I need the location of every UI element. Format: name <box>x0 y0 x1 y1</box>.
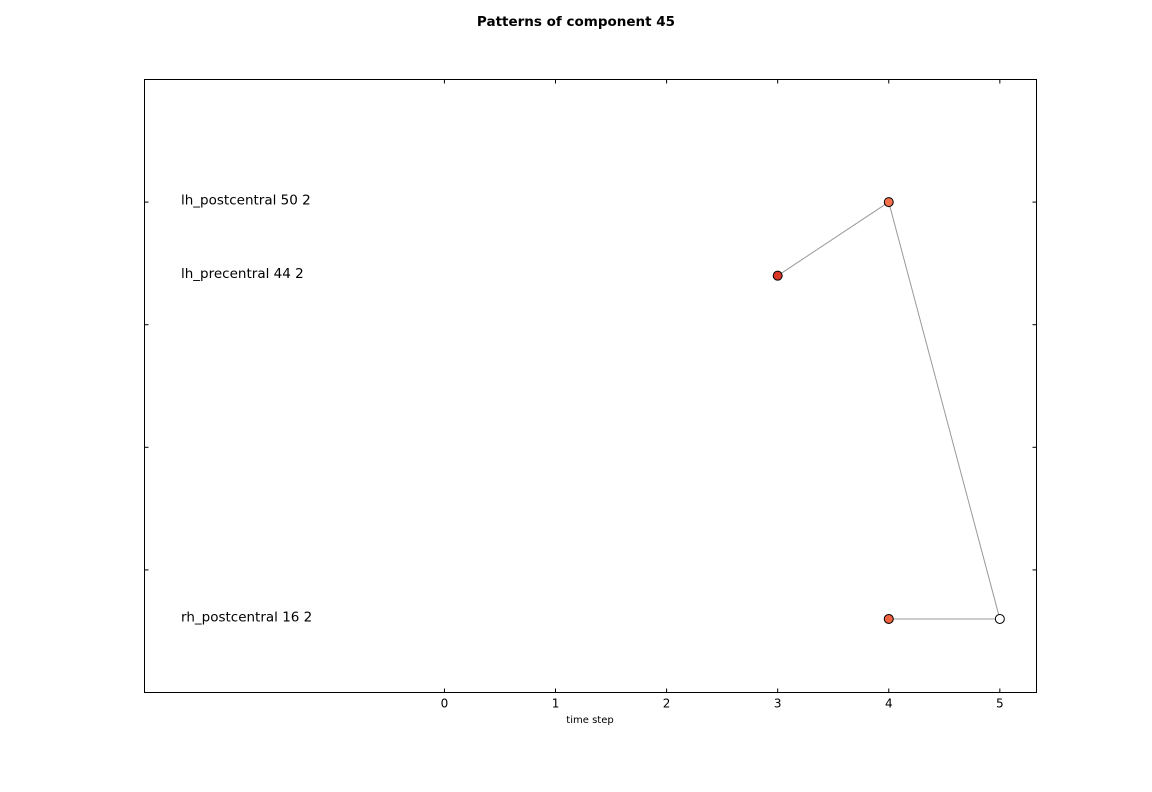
x-tick-label: 3 <box>774 697 782 711</box>
connector-line <box>888 201 1001 620</box>
x-tick-label: 0 <box>441 697 449 711</box>
row-label: rh_postcentral 16 2 <box>181 609 312 625</box>
lines-layer <box>777 201 1001 620</box>
chart-title: Patterns of component 45 <box>477 14 675 30</box>
x-axis-label: time step <box>566 715 613 726</box>
data-point <box>994 613 1005 624</box>
data-point <box>883 613 894 624</box>
row-label: lh_precentral 44 2 <box>181 266 304 282</box>
row-label: lh_postcentral 50 2 <box>181 193 311 209</box>
x-tick-label: 1 <box>552 697 560 711</box>
data-point <box>883 197 894 208</box>
ticks-layer: 0 1 2 3 4 5 <box>144 79 1037 711</box>
x-tick-label: 4 <box>885 697 893 711</box>
plot-area <box>144 79 1037 693</box>
x-tick-label: 5 <box>996 697 1004 711</box>
points-layer <box>772 197 1005 624</box>
connector-line <box>777 201 890 277</box>
labels-layer: lh_postcentral 50 2 lh_precentral 44 2 rh_… <box>181 193 312 626</box>
data-point <box>772 270 783 281</box>
x-tick-label: 2 <box>663 697 671 711</box>
